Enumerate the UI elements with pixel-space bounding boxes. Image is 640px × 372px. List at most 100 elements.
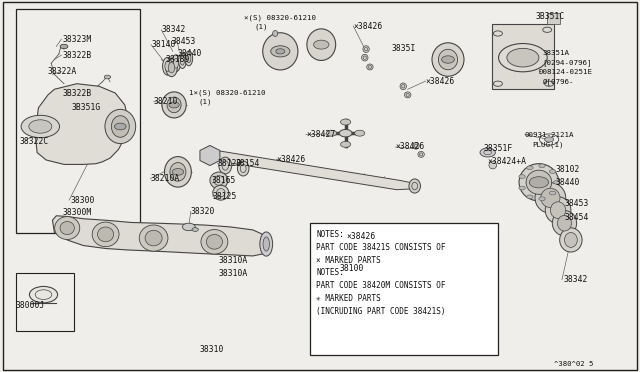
Text: 38310: 38310 <box>200 345 224 354</box>
Text: 1×(S) 08320-61210: 1×(S) 08320-61210 <box>189 90 266 96</box>
Ellipse shape <box>273 31 278 36</box>
Text: 38102: 38102 <box>556 165 580 174</box>
Ellipse shape <box>219 157 232 174</box>
Text: ×38426: ×38426 <box>353 22 383 31</box>
Circle shape <box>314 40 329 49</box>
Ellipse shape <box>92 222 119 247</box>
Ellipse shape <box>367 251 376 262</box>
Text: 38322A: 38322A <box>48 67 77 76</box>
Text: Ð08124-0251E: Ð08124-0251E <box>539 69 593 75</box>
Ellipse shape <box>438 49 458 70</box>
Ellipse shape <box>545 197 571 224</box>
Ellipse shape <box>400 83 406 90</box>
Text: 38210A: 38210A <box>150 174 180 183</box>
Circle shape <box>442 56 454 63</box>
Polygon shape <box>52 216 269 256</box>
Text: 3835I: 3835I <box>392 44 416 53</box>
Circle shape <box>545 137 554 142</box>
Circle shape <box>60 44 68 49</box>
Text: 38154: 38154 <box>236 159 260 168</box>
Circle shape <box>115 123 126 130</box>
Ellipse shape <box>237 161 249 176</box>
Circle shape <box>29 286 58 303</box>
Ellipse shape <box>535 183 566 213</box>
Ellipse shape <box>163 57 173 75</box>
Text: 38351A: 38351A <box>542 50 569 56</box>
Text: ×38426: ×38426 <box>396 142 425 151</box>
Text: 3B322B: 3B322B <box>63 89 92 98</box>
Text: 38440: 38440 <box>556 178 580 187</box>
Text: 38342: 38342 <box>563 275 588 284</box>
Ellipse shape <box>167 97 181 113</box>
Text: (1): (1) <box>255 23 268 30</box>
Ellipse shape <box>557 215 572 231</box>
Circle shape <box>480 148 495 157</box>
Text: ×38426: ×38426 <box>426 77 455 86</box>
Circle shape <box>21 115 60 138</box>
Ellipse shape <box>105 109 136 144</box>
Ellipse shape <box>166 59 177 77</box>
Ellipse shape <box>185 51 193 66</box>
Circle shape <box>519 175 525 179</box>
Text: 38300: 38300 <box>70 196 95 205</box>
Text: 38323M: 38323M <box>63 35 92 44</box>
Ellipse shape <box>550 202 566 219</box>
Text: 38300M: 38300M <box>63 208 92 217</box>
Ellipse shape <box>54 217 80 240</box>
Ellipse shape <box>552 211 577 236</box>
Bar <box>310 223 498 355</box>
Text: ×38426: ×38426 <box>276 155 306 164</box>
Text: ×38427: ×38427 <box>306 130 335 139</box>
Ellipse shape <box>111 116 129 137</box>
Circle shape <box>539 197 545 201</box>
Text: 38310A: 38310A <box>219 269 248 278</box>
Bar <box>547 13 560 24</box>
Ellipse shape <box>564 232 577 247</box>
Circle shape <box>554 180 560 184</box>
Ellipse shape <box>404 92 411 98</box>
Text: 38210: 38210 <box>154 97 178 106</box>
Text: 38000J: 38000J <box>15 301 45 310</box>
Text: 38320: 38320 <box>191 207 215 216</box>
Text: ×38424+A: ×38424+A <box>488 157 527 166</box>
Text: 38351F: 38351F <box>483 144 513 153</box>
Ellipse shape <box>489 161 497 169</box>
Text: 38165: 38165 <box>211 176 236 185</box>
Ellipse shape <box>140 225 168 251</box>
Ellipse shape <box>206 234 223 249</box>
Ellipse shape <box>168 62 175 73</box>
Ellipse shape <box>172 55 180 72</box>
Text: [0294-0796]: [0294-0796] <box>542 59 591 66</box>
Text: NOTES:
PART CODE 38421S CONSISTS OF
× MARKED PARTS
NOTES:
PART CODE 38420M CONSI: NOTES: PART CODE 38421S CONSISTS OF × MA… <box>316 230 445 316</box>
Polygon shape <box>35 84 128 164</box>
Polygon shape <box>200 145 220 166</box>
Text: 38322B: 38322B <box>63 51 92 60</box>
Circle shape <box>276 49 285 54</box>
Circle shape <box>549 191 556 195</box>
Circle shape <box>549 170 556 173</box>
Circle shape <box>182 223 195 231</box>
Ellipse shape <box>526 170 552 195</box>
Ellipse shape <box>97 227 114 242</box>
Ellipse shape <box>201 230 228 254</box>
Text: 38342: 38342 <box>162 25 186 34</box>
Ellipse shape <box>179 53 186 68</box>
Text: 38440: 38440 <box>178 49 202 58</box>
Text: 00931-2121A: 00931-2121A <box>525 132 574 138</box>
Circle shape <box>29 120 52 133</box>
Ellipse shape <box>180 56 184 65</box>
Ellipse shape <box>210 172 228 189</box>
Circle shape <box>271 46 290 57</box>
Ellipse shape <box>409 179 420 193</box>
Text: 3B351C: 3B351C <box>535 12 564 21</box>
Bar <box>310 231 401 271</box>
Text: 38454: 38454 <box>564 213 589 222</box>
Ellipse shape <box>187 54 191 63</box>
Bar <box>492 24 554 89</box>
Circle shape <box>326 130 337 136</box>
Circle shape <box>339 129 352 137</box>
Ellipse shape <box>432 43 464 76</box>
Text: ^380^02 5: ^380^02 5 <box>554 361 594 367</box>
Circle shape <box>527 166 533 170</box>
Circle shape <box>539 164 545 168</box>
